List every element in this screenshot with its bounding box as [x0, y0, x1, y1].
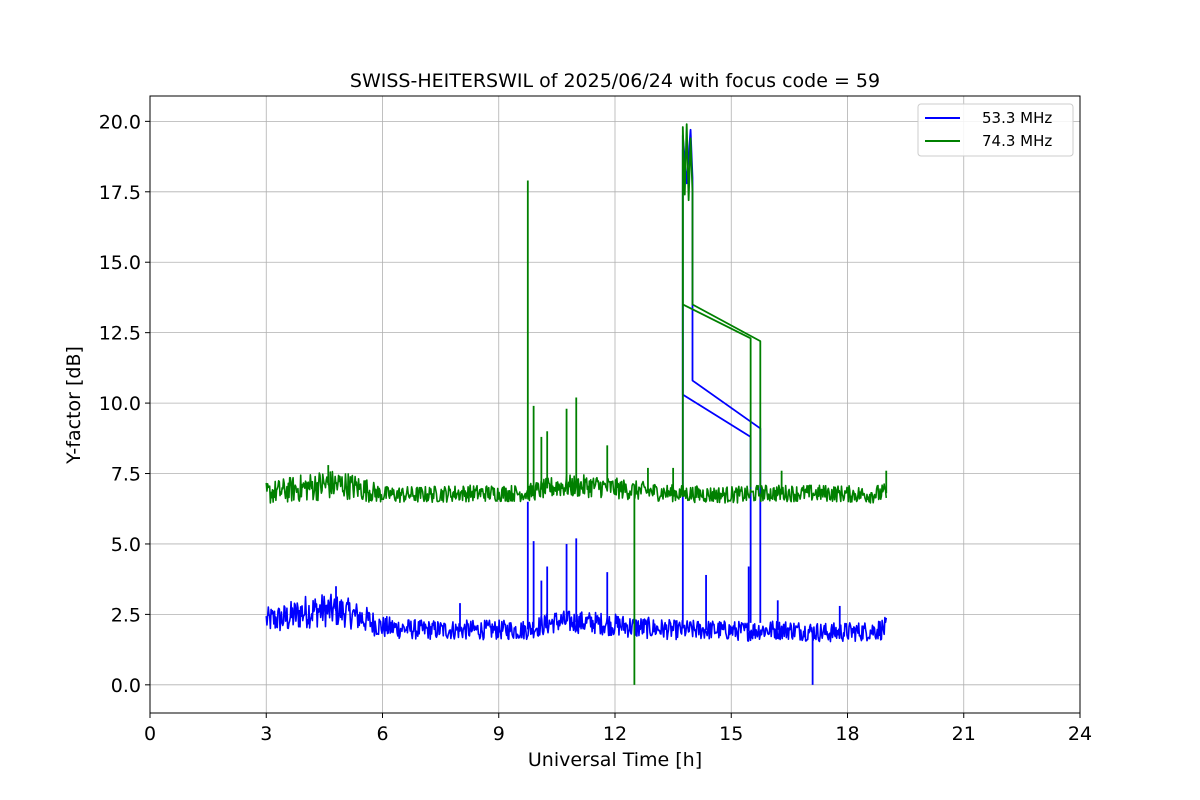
x-tick-label: 0: [144, 723, 156, 745]
y-tick-label: 12.5: [99, 323, 141, 345]
segment-74-3-mhz: [681, 123, 762, 488]
x-tick-label: 3: [260, 723, 272, 745]
x-axis-ticks: 0 3 6 9 12 15 18 21 24: [144, 713, 1092, 745]
x-axis-label: Universal Time [h]: [528, 749, 702, 771]
x-tick-label: 12: [603, 723, 627, 745]
y-tick-label: 2.5: [111, 604, 141, 626]
x-tick-label: 21: [952, 723, 976, 745]
x-tick-label: 6: [376, 723, 388, 745]
x-tick-label: 9: [493, 723, 505, 745]
segment-74-3-mhz: [681, 149, 752, 488]
legend: 53.3 MHz 74.3 MHz: [917, 103, 1074, 157]
series-74-3-mhz: [265, 123, 888, 685]
legend-label-74-mhz: 74.3 MHz: [982, 132, 1052, 150]
y-tick-label: 7.5: [111, 464, 141, 486]
y-tick-label: 5.0: [111, 534, 141, 556]
y-axis-ticks: 0.0 2.5 5.0 7.5 10.0 12.5 15.0 17.5 20.0: [99, 111, 150, 697]
y-tick-label: 10.0: [99, 393, 141, 415]
y-axis-label: Y-factor [dB]: [63, 346, 85, 465]
series-line-53-3-mhz: [265, 593, 888, 643]
legend-label-53-mhz: 53.3 MHz: [982, 109, 1052, 127]
y-tick-label: 20.0: [99, 111, 141, 133]
chart-title: SWISS-HEITERSWIL of 2025/06/24 with focu…: [350, 70, 880, 92]
plot-series: [265, 123, 888, 685]
x-tick-label: 24: [1068, 723, 1092, 745]
x-tick-label: 18: [835, 723, 859, 745]
y-tick-label: 15.0: [99, 252, 141, 274]
y-tick-label: 0.0: [111, 675, 141, 697]
y-tick-label: 17.5: [99, 182, 141, 204]
x-tick-label: 15: [719, 723, 743, 745]
